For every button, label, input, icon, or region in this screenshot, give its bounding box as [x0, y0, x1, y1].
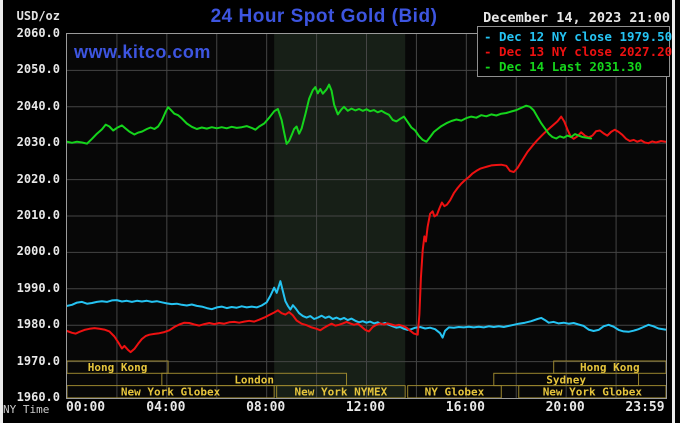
session-label: New York Globex — [543, 386, 643, 398]
y-tick-label: 2040.0 — [16, 98, 60, 113]
y-tick-label: 2000.0 — [16, 244, 60, 259]
y-tick-label: 1960.0 — [16, 390, 60, 404]
x-tick-label: 08:00 — [246, 400, 286, 415]
plot-area: Hong Kong Hong Kong London Sydney New York G… — [66, 33, 667, 399]
session-label: Hong Kong — [88, 361, 148, 374]
y-axis-unit-label: USD/oz — [16, 9, 60, 23]
y-tick-label: 2020.0 — [16, 171, 60, 186]
y-tick-label: 1990.0 — [16, 280, 60, 295]
session-label: Sydney — [546, 373, 586, 386]
legend-item: - Dec 12 NY close 1979.50 — [484, 29, 673, 44]
session-label: Hong Kong — [580, 361, 640, 374]
x-tick-label: 20:00 — [545, 400, 585, 415]
legend-item: - Dec 13 NY close 2027.20 — [484, 44, 673, 59]
session-box-ny-globex — [407, 385, 502, 398]
chart-timestamp: December 14, 2023 21:00 — [483, 10, 670, 26]
x-tick-label: 00:00 — [66, 400, 106, 415]
price-line-dec-13-ny-close — [67, 115, 666, 354]
page-title: 24 Hour Spot Gold (Bid) — [210, 6, 438, 27]
x-tick-label: 12:00 — [345, 400, 386, 415]
legend-item: - Dec 14 Last 2031.30 — [484, 59, 643, 74]
y-tick-label: 2050.0 — [16, 62, 60, 77]
y-tick-label: 2030.0 — [16, 135, 60, 150]
session-label: New York NYMEX — [295, 386, 388, 398]
kitco-watermark: www.kitco.com — [74, 42, 211, 62]
session-box-new-york-globex — [67, 385, 275, 398]
price-line-dec-14-last — [67, 83, 593, 145]
page-edge-left — [0, 0, 3, 423]
x-tick-label: 23:59 — [625, 400, 665, 415]
session-box-hong-kong — [67, 360, 169, 374]
session-label: NY Globex — [425, 386, 485, 398]
y-tick-label: 2010.0 — [16, 208, 60, 222]
session-label: London — [234, 373, 274, 386]
x-tick-label: 16:00 — [445, 400, 485, 415]
x-axis-time-zone-label: NY Time — [3, 403, 50, 416]
page-edge-right — [672, 0, 675, 423]
legend: - Dec 12 NY close 1979.50- Dec 13 NY clo… — [477, 26, 673, 77]
x-tick-label: 04:00 — [146, 400, 186, 415]
y-tick-label: 1980.0 — [16, 317, 60, 332]
y-tick-label: 2060.0 — [16, 26, 60, 40]
y-tick-label: 1970.0 — [16, 353, 60, 368]
price-line-dec-12-ny-close — [67, 280, 666, 339]
session-box-new-york-nymex — [276, 385, 406, 398]
session-label: New York Globex — [121, 386, 221, 398]
